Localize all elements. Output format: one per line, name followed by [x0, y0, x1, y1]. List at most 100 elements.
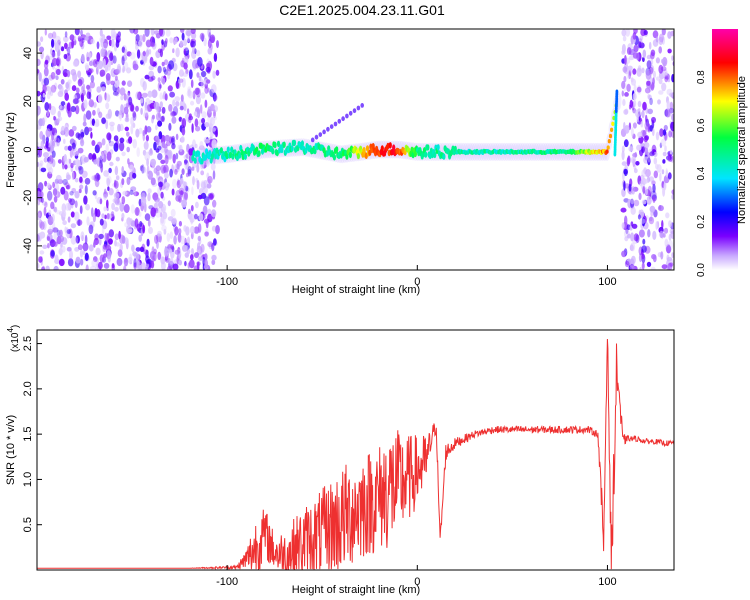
noise-speckle: [661, 169, 665, 175]
noise-speckle: [653, 170, 658, 179]
noise-speckle: [183, 62, 188, 70]
noise-speckle: [48, 209, 52, 216]
noise-speckle: [83, 99, 88, 109]
noise-speckle: [176, 249, 182, 259]
noise-speckle: [199, 251, 203, 261]
noise-speckle: [37, 105, 41, 116]
noise-speckle: [93, 159, 98, 165]
noise-speckle: [150, 260, 155, 269]
noise-speckle: [144, 29, 150, 37]
noise-speckle: [646, 60, 652, 69]
noise-speckle: [54, 206, 58, 213]
noise-speckle: [207, 29, 211, 38]
noise-speckle: [72, 98, 79, 105]
noise-speckle: [180, 29, 185, 33]
noise-speckle: [57, 110, 61, 118]
noise-speckle: [98, 111, 103, 119]
noise-speckle: [167, 200, 171, 207]
noise-speckle: [103, 206, 107, 212]
noise-speckle: [207, 175, 213, 184]
noise-speckle: [81, 53, 85, 63]
noise-speckle: [164, 93, 168, 101]
noise-speckle: [196, 72, 200, 78]
noise-speckle: [50, 105, 56, 116]
noise-speckle: [54, 82, 58, 90]
noise-speckle: [195, 87, 201, 98]
secondary-streak-point: [329, 124, 334, 129]
noise-speckle: [60, 125, 66, 136]
noise-speckle: [655, 163, 659, 170]
noise-speckle: [666, 100, 670, 111]
noise-speckle: [38, 256, 43, 263]
noise-speckle: [194, 213, 198, 220]
noise-speckle: [650, 52, 655, 60]
noise-speckle: [54, 42, 60, 52]
noise-speckle: [183, 181, 188, 188]
noise-speckle: [135, 128, 140, 138]
noise-speckle: [203, 37, 207, 47]
noise-speckle: [118, 110, 123, 116]
noise-speckle: [210, 36, 215, 44]
noise-speckle: [626, 258, 632, 266]
noise-speckle: [37, 69, 40, 74]
noise-speckle: [91, 207, 94, 218]
noise-speckle: [658, 36, 664, 46]
noise-speckle: [190, 79, 194, 88]
noise-speckle: [148, 226, 153, 234]
noise-speckle: [61, 203, 67, 213]
noise-speckle: [145, 259, 151, 265]
noise-speckle: [92, 212, 96, 223]
noise-speckle: [132, 172, 137, 179]
noise-speckle: [170, 208, 176, 218]
noise-speckle: [175, 133, 179, 140]
noise-speckle: [190, 225, 195, 235]
noise-speckle: [157, 251, 161, 261]
noise-speckle: [63, 138, 66, 144]
noise-speckle: [637, 214, 641, 220]
noise-speckle: [662, 159, 666, 164]
noise-speckle: [115, 156, 120, 162]
noise-speckle: [82, 242, 89, 252]
noise-speckle: [648, 216, 653, 222]
noise-speckle: [106, 177, 111, 187]
noise-speckle: [92, 190, 97, 196]
noise-speckle: [206, 172, 210, 179]
noise-speckle: [184, 191, 188, 201]
noise-speckle: [647, 123, 651, 133]
noise-speckle: [623, 75, 627, 83]
noise-speckle: [143, 54, 148, 62]
noise-speckle: [82, 89, 86, 96]
noise-speckle: [127, 257, 133, 263]
noise-speckle: [200, 79, 205, 88]
noise-speckle: [623, 139, 629, 148]
noise-speckle: [155, 210, 161, 218]
noise-speckle: [175, 152, 179, 160]
noise-speckle: [663, 124, 668, 131]
noise-speckle: [160, 134, 166, 145]
noise-speckle: [70, 105, 77, 113]
noise-speckle: [131, 244, 135, 252]
noise-speckle: [164, 59, 169, 66]
noise-speckle: [178, 187, 185, 195]
noise-speckle: [62, 178, 68, 186]
noise-speckle: [37, 234, 40, 242]
noise-speckle: [150, 207, 157, 218]
noise-speckle: [78, 166, 84, 175]
noise-speckle: [66, 102, 71, 112]
noise-speckle: [132, 63, 139, 71]
noise-speckle: [643, 135, 649, 143]
noise-speckle: [633, 233, 639, 242]
noise-speckle: [627, 155, 631, 165]
noise-speckle: [145, 112, 149, 121]
noise-speckle: [634, 109, 641, 118]
noise-speckle: [655, 57, 661, 64]
noise-speckle: [671, 113, 674, 122]
noise-speckle: [99, 69, 106, 77]
noise-speckle: [146, 40, 152, 48]
noise-speckle: [132, 138, 137, 149]
noise-speckle: [175, 189, 181, 200]
spectrogram-panel: -100 0 100 -40 -20 0 20 40 Height of straight …: [5, 28, 675, 296]
noise-speckle: [72, 60, 79, 67]
noise-speckle: [171, 137, 175, 143]
noise-speckle: [110, 80, 115, 86]
